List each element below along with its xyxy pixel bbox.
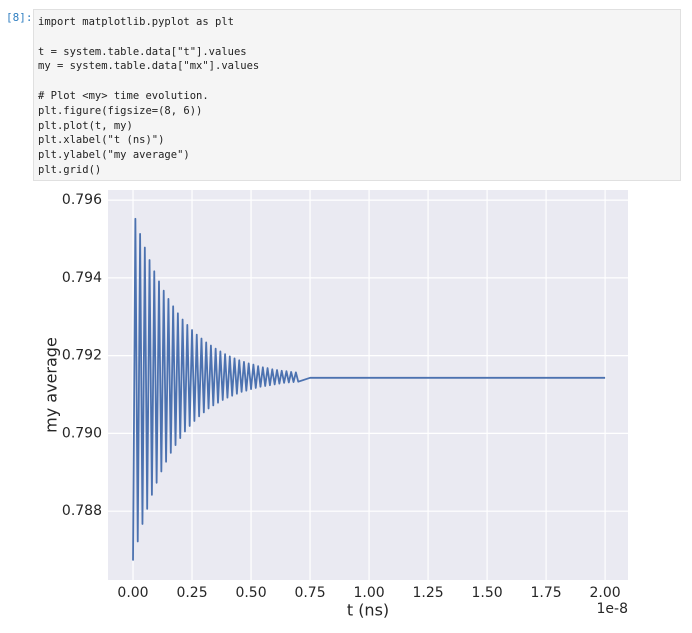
x-tick-label: 1.25 — [412, 585, 443, 601]
code-cell[interactable]: import matplotlib.pyplot as plt t = syste… — [33, 9, 681, 181]
code-line: plt.grid() — [38, 163, 102, 176]
code-block: t = system.table.data["t"].values my = sy… — [38, 45, 676, 75]
code-line: my = system.table.data["mx"].values — [38, 60, 260, 73]
code-line: plt.xlabel("t (ns)") — [38, 134, 165, 147]
y-tick-label: 0.790 — [62, 425, 102, 441]
code-line: t = system.table.data["t"].values — [38, 45, 247, 58]
data-line — [132, 217, 606, 561]
code-line: plt.plot(t, my) — [38, 119, 133, 132]
x-tick-label: 0.50 — [235, 585, 266, 601]
y-tick-label: 0.796 — [62, 192, 102, 208]
code-block: import matplotlib.pyplot as plt — [38, 15, 676, 30]
cell-prompt: [8]: — [6, 11, 33, 24]
code-block: # Plot <my> time evolution. plt.figure(fi… — [38, 89, 676, 178]
x-tick-label: 1.00 — [353, 585, 384, 601]
code-line: plt.figure(figsize=(8, 6)) — [38, 104, 203, 117]
y-tick-label: 0.794 — [62, 270, 102, 286]
x-tick-label: 0.25 — [176, 585, 207, 601]
x-tick-label: 0.00 — [117, 585, 148, 601]
y-tick-label: 0.792 — [62, 348, 102, 364]
y-axis-label: my average — [42, 337, 61, 433]
x-tick-label: 1.75 — [531, 585, 562, 601]
x-tick-label: 1.50 — [471, 585, 502, 601]
code-line: plt.ylabel("my average") — [38, 149, 190, 162]
x-offset-label: 1e-8 — [597, 601, 628, 617]
x-axis-label: t (ns) — [347, 601, 389, 620]
x-tick-label: 0.75 — [294, 585, 325, 601]
x-tick-label: 2.00 — [590, 585, 621, 601]
y-tick-label: 0.788 — [62, 503, 102, 519]
code-line: # Plot <my> time evolution. — [38, 89, 209, 102]
code-line: import matplotlib.pyplot as plt — [38, 16, 234, 28]
